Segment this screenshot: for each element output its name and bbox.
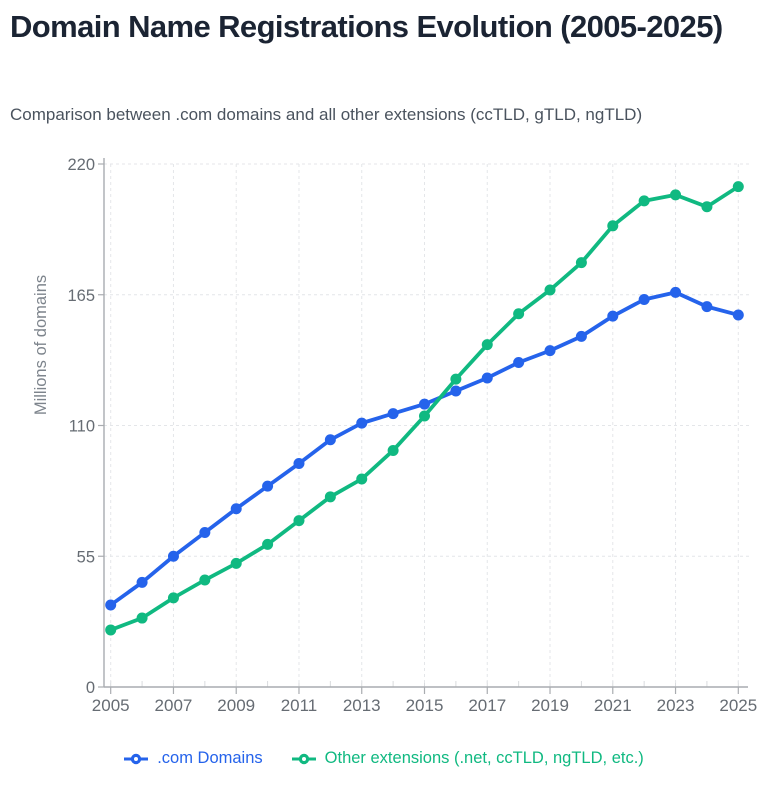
data-point-s1-2020[interactable] <box>575 257 587 269</box>
data-point-s0-2009[interactable] <box>230 503 242 515</box>
legend-marker-com-icon <box>124 753 149 764</box>
data-point-s0-2014[interactable] <box>387 408 399 420</box>
data-point-s1-2023[interactable] <box>670 189 682 201</box>
chart-subtitle: Comparison between .com domains and all … <box>10 105 643 124</box>
y-tick-label: 55 <box>77 548 95 566</box>
data-point-s1-2009[interactable] <box>230 557 242 569</box>
x-tick-label: 2009 <box>217 696 255 715</box>
data-point-s1-2014[interactable] <box>387 444 399 456</box>
data-point-s0-2006[interactable] <box>136 576 148 588</box>
x-tick-label: 2005 <box>92 696 130 715</box>
data-point-s1-2005[interactable] <box>105 624 117 636</box>
data-point-s0-2022[interactable] <box>638 294 650 306</box>
data-point-s0-2018[interactable] <box>513 357 525 369</box>
data-point-s1-2021[interactable] <box>607 220 619 232</box>
data-point-s0-2021[interactable] <box>607 310 619 322</box>
data-point-s0-2008[interactable] <box>199 526 211 538</box>
data-point-s0-2005[interactable] <box>105 599 117 611</box>
y-tick-label: 165 <box>67 287 95 305</box>
data-point-s1-2008[interactable] <box>199 574 211 586</box>
legend-label-com-domains: .com Domains <box>157 749 263 767</box>
data-point-s1-2017[interactable] <box>481 339 493 351</box>
chart-title: Domain Name Registrations Evolution (200… <box>10 9 723 44</box>
data-point-s1-2010[interactable] <box>262 538 274 550</box>
data-point-s0-2015[interactable] <box>419 398 430 410</box>
x-tick-label: 2021 <box>594 696 632 715</box>
x-tick-label: 2013 <box>343 696 381 715</box>
x-tick-label: 2011 <box>281 696 318 715</box>
legend-item-com-domains[interactable]: .com Domains <box>123 749 263 768</box>
line-chart[interactable]: 2005 2007 2009 2011 2013 2015 2017 2019 2021 2023… <box>0 140 767 740</box>
data-point-s0-2007[interactable] <box>167 550 179 562</box>
data-point-s1-2024[interactable] <box>701 201 713 213</box>
data-point-s0-2024[interactable] <box>701 301 713 313</box>
x-tick-label: 2015 <box>406 696 444 715</box>
data-point-s0-2025[interactable] <box>732 309 744 321</box>
y-tick-label: 0 <box>86 679 95 697</box>
legend-marker-other-icon <box>291 753 316 764</box>
data-point-s0-2023[interactable] <box>670 286 682 298</box>
data-point-s1-2025[interactable] <box>732 181 744 193</box>
x-tick-label: 2007 <box>155 696 193 715</box>
data-point-s1-2012[interactable] <box>324 491 336 503</box>
data-point-s0-2020[interactable] <box>575 330 587 342</box>
legend-item-other-extensions[interactable]: Other extensions (.net, ccTLD, ngTLD, et… <box>291 749 644 768</box>
data-point-s1-2015[interactable] <box>419 410 430 422</box>
data-point-s0-2010[interactable] <box>262 480 274 492</box>
data-point-s1-2016[interactable] <box>450 373 462 385</box>
data-point-s1-2011[interactable] <box>293 515 305 527</box>
x-tick-label: 2019 <box>531 696 569 715</box>
data-point-s1-2019[interactable] <box>544 284 556 296</box>
data-point-s0-2019[interactable] <box>544 345 556 357</box>
data-point-s1-2022[interactable] <box>638 195 650 207</box>
chart-area[interactable]: 2005 2007 2009 2011 2013 2015 2017 2019 2021 2023… <box>0 140 767 740</box>
data-point-s1-2007[interactable] <box>167 592 179 604</box>
data-point-s0-2016[interactable] <box>450 385 462 397</box>
x-tick-label: 2017 <box>468 696 506 715</box>
data-point-s0-2012[interactable] <box>324 434 336 446</box>
x-tick-label: 2023 <box>657 696 695 715</box>
data-point-s0-2017[interactable] <box>481 372 493 384</box>
data-point-s1-2013[interactable] <box>356 473 368 485</box>
data-point-s1-2006[interactable] <box>136 612 148 624</box>
data-point-s0-2013[interactable] <box>356 417 368 429</box>
legend-label-other-extensions: Other extensions (.net, ccTLD, ngTLD, et… <box>324 749 644 767</box>
data-point-s1-2018[interactable] <box>513 308 525 320</box>
data-point-s0-2011[interactable] <box>293 458 305 470</box>
y-tick-label: 220 <box>67 156 95 174</box>
y-tick-label: 110 <box>69 418 95 436</box>
chart-legend: .com Domains Other extensions (.net, ccT… <box>0 749 767 768</box>
y-axis-title: Millions of domains <box>32 275 50 415</box>
x-tick-label: 2025 <box>719 696 757 715</box>
